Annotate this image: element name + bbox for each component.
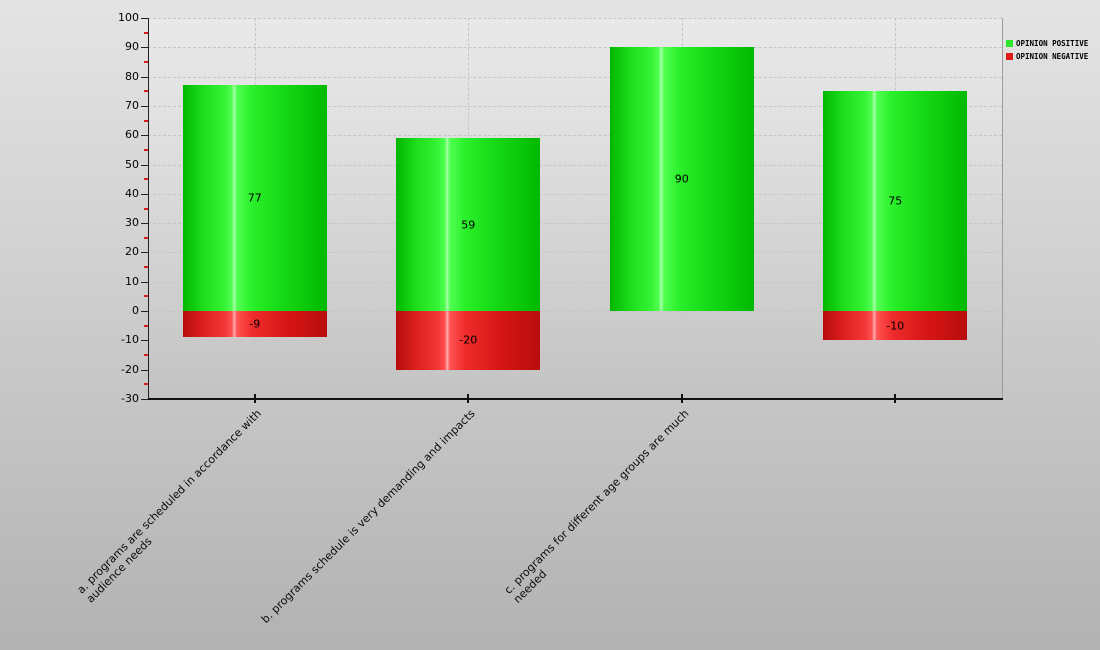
bar-value-label: 77 bbox=[247, 191, 262, 205]
y-axis-minor-tick bbox=[144, 266, 148, 269]
y-axis-minor-tick bbox=[144, 354, 148, 357]
y-axis-tick-label: 80 bbox=[125, 69, 139, 83]
y-axis-tick bbox=[141, 47, 148, 49]
bar-value-label: -9 bbox=[249, 317, 261, 331]
gridline-horizontal bbox=[148, 164, 1002, 166]
y-axis-tick bbox=[141, 76, 148, 78]
bar-value-label: -20 bbox=[459, 333, 478, 347]
y-axis-minor-tick bbox=[144, 60, 148, 63]
legend-item-negative: OPINION NEGATIVE bbox=[1006, 50, 1088, 62]
x-axis-category-label-line: b. programs schedule is very demanding a… bbox=[258, 407, 478, 626]
y-axis-tick-label: 90 bbox=[125, 40, 139, 54]
x-axis-category-label: a. programs are scheduled in accordance … bbox=[75, 407, 274, 606]
y-axis-tick-label: 40 bbox=[125, 186, 139, 200]
y-axis-minor-tick bbox=[144, 178, 148, 181]
y-axis-tick bbox=[141, 340, 148, 342]
y-axis-tick bbox=[141, 135, 148, 137]
gridline-horizontal bbox=[148, 47, 1002, 49]
y-axis-tick bbox=[141, 369, 148, 371]
legend-swatch-negative-icon bbox=[1006, 52, 1013, 60]
x-axis-category-label-line: needed bbox=[510, 567, 549, 606]
x-axis-category-label-line: a. programs are scheduled in accordance … bbox=[74, 407, 264, 597]
x-axis-line bbox=[148, 398, 1003, 400]
y-axis-tick-label: 0 bbox=[132, 304, 139, 318]
x-axis-tick bbox=[894, 394, 897, 403]
y-axis-minor-tick bbox=[144, 383, 148, 386]
bar-positive bbox=[823, 91, 968, 312]
gridline-horizontal bbox=[148, 105, 1002, 107]
bar-negative bbox=[823, 311, 968, 341]
y-axis-tick bbox=[141, 252, 148, 254]
y-axis-tick-label: 30 bbox=[125, 216, 139, 230]
bar-value-label: 90 bbox=[674, 172, 689, 186]
gridline-horizontal bbox=[148, 340, 1002, 342]
x-axis-category-label-line: c. programs for different age groups are… bbox=[501, 407, 691, 597]
y-axis-minor-tick bbox=[144, 295, 148, 298]
y-axis-tick-label: -10 bbox=[121, 333, 139, 347]
bar-negative bbox=[396, 311, 541, 370]
legend-item-positive: OPINION POSITIVE bbox=[1006, 37, 1088, 49]
legend-label-positive: OPINION POSITIVE bbox=[1016, 38, 1089, 48]
y-axis-minor-tick bbox=[144, 31, 148, 34]
y-axis-tick-label: 20 bbox=[125, 245, 139, 259]
bar-positive bbox=[396, 138, 541, 312]
y-axis-tick bbox=[141, 281, 148, 283]
y-axis-minor-tick bbox=[144, 119, 148, 122]
y-axis-tick bbox=[141, 18, 148, 19]
x-axis-tick bbox=[680, 394, 683, 403]
legend: OPINION POSITIVE OPINION NEGATIVE bbox=[1006, 37, 1088, 63]
y-axis-tick bbox=[141, 105, 148, 107]
y-axis-tick-label: 100 bbox=[118, 11, 139, 24]
x-axis-category-label: c. programs for different age groups are… bbox=[501, 407, 700, 606]
gridline-horizontal bbox=[148, 193, 1002, 195]
bar-negative bbox=[182, 311, 327, 338]
x-axis-tick bbox=[467, 394, 470, 403]
legend-label-negative: OPINION NEGATIVE bbox=[1016, 51, 1089, 61]
x-axis-tick bbox=[253, 394, 256, 403]
bar-value-label: -10 bbox=[886, 319, 905, 333]
legend-swatch-positive-icon bbox=[1006, 39, 1013, 47]
y-axis-tick-label: 50 bbox=[125, 157, 139, 171]
gridline-horizontal bbox=[148, 135, 1002, 137]
gridline-horizontal bbox=[148, 76, 1002, 78]
y-axis-tick bbox=[141, 399, 148, 400]
bar-value-label: 59 bbox=[461, 218, 476, 232]
y-axis-minor-tick bbox=[144, 324, 148, 327]
y-axis-minor-tick bbox=[144, 207, 148, 210]
y-axis-tick bbox=[141, 193, 148, 195]
bar-positive bbox=[609, 47, 754, 312]
gridline-horizontal bbox=[148, 252, 1002, 254]
gridline-horizontal bbox=[148, 311, 1002, 313]
y-axis-minor-tick bbox=[144, 90, 148, 93]
gridline-horizontal bbox=[148, 223, 1002, 225]
y-axis-line bbox=[148, 18, 149, 399]
y-axis-tick bbox=[141, 311, 148, 313]
y-axis-minor-tick bbox=[144, 148, 148, 151]
y-axis-tick-label: 70 bbox=[125, 98, 139, 112]
y-axis-tick-label: -30 bbox=[121, 392, 139, 405]
gridline-horizontal bbox=[148, 369, 1002, 371]
gridline-horizontal bbox=[148, 281, 1002, 283]
y-axis-tick-label: 60 bbox=[125, 128, 139, 142]
x-axis-category-label: b. programs schedule is very demanding a… bbox=[259, 407, 478, 626]
x-axis-category-label-line: audience needs bbox=[83, 534, 155, 606]
y-axis-tick-label: -20 bbox=[121, 362, 139, 376]
y-axis-tick-label: 10 bbox=[125, 274, 139, 288]
bar-value-label: 75 bbox=[888, 194, 903, 208]
y-axis-minor-tick bbox=[144, 236, 148, 239]
y-axis-tick bbox=[141, 223, 148, 225]
y-axis-tick bbox=[141, 164, 148, 166]
gridline-horizontal bbox=[148, 18, 1002, 19]
bar-positive bbox=[182, 85, 327, 312]
